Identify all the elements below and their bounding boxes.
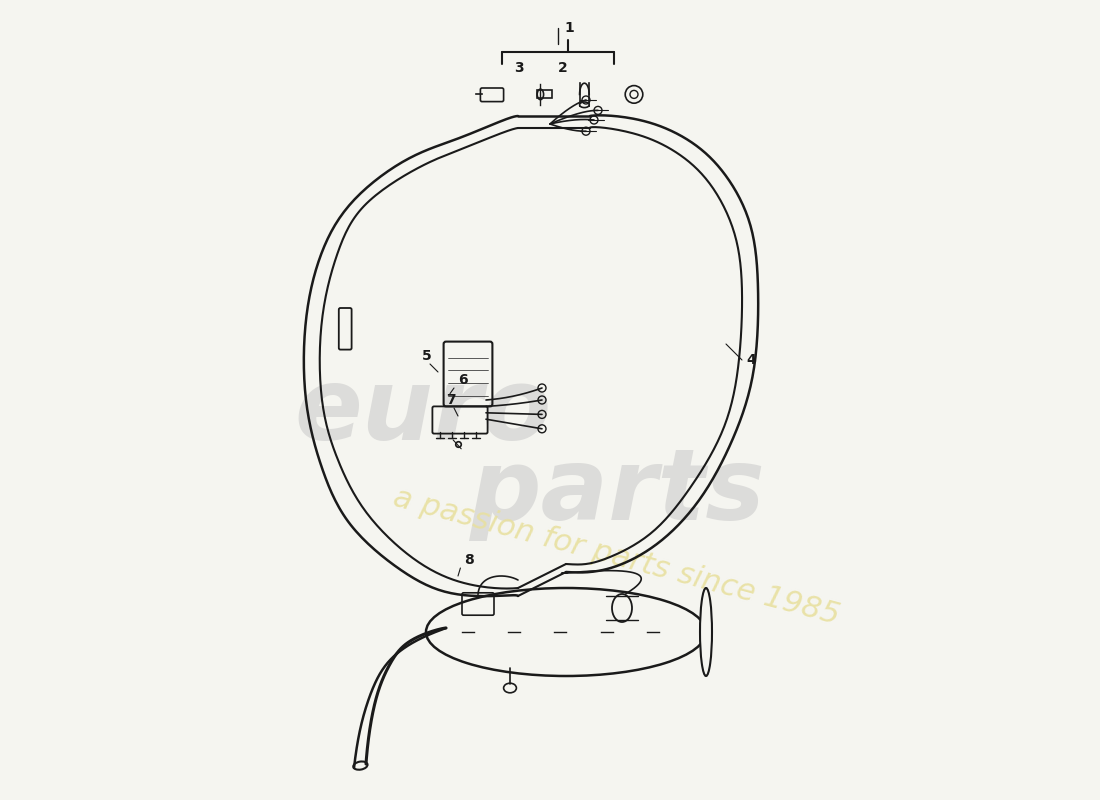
Text: parts: parts — [470, 444, 766, 541]
Bar — [537, 90, 551, 98]
Text: 5: 5 — [422, 349, 431, 363]
Text: 6: 6 — [458, 373, 468, 387]
Text: 4: 4 — [746, 353, 756, 367]
Ellipse shape — [580, 102, 590, 107]
Ellipse shape — [700, 588, 712, 676]
Text: 1: 1 — [564, 21, 574, 35]
Text: 2: 2 — [558, 61, 568, 75]
Text: 8: 8 — [464, 553, 474, 567]
Text: 3: 3 — [514, 61, 524, 75]
Text: a passion for parts since 1985: a passion for parts since 1985 — [390, 482, 843, 630]
Text: euro: euro — [294, 364, 551, 461]
Text: 7: 7 — [446, 393, 455, 407]
